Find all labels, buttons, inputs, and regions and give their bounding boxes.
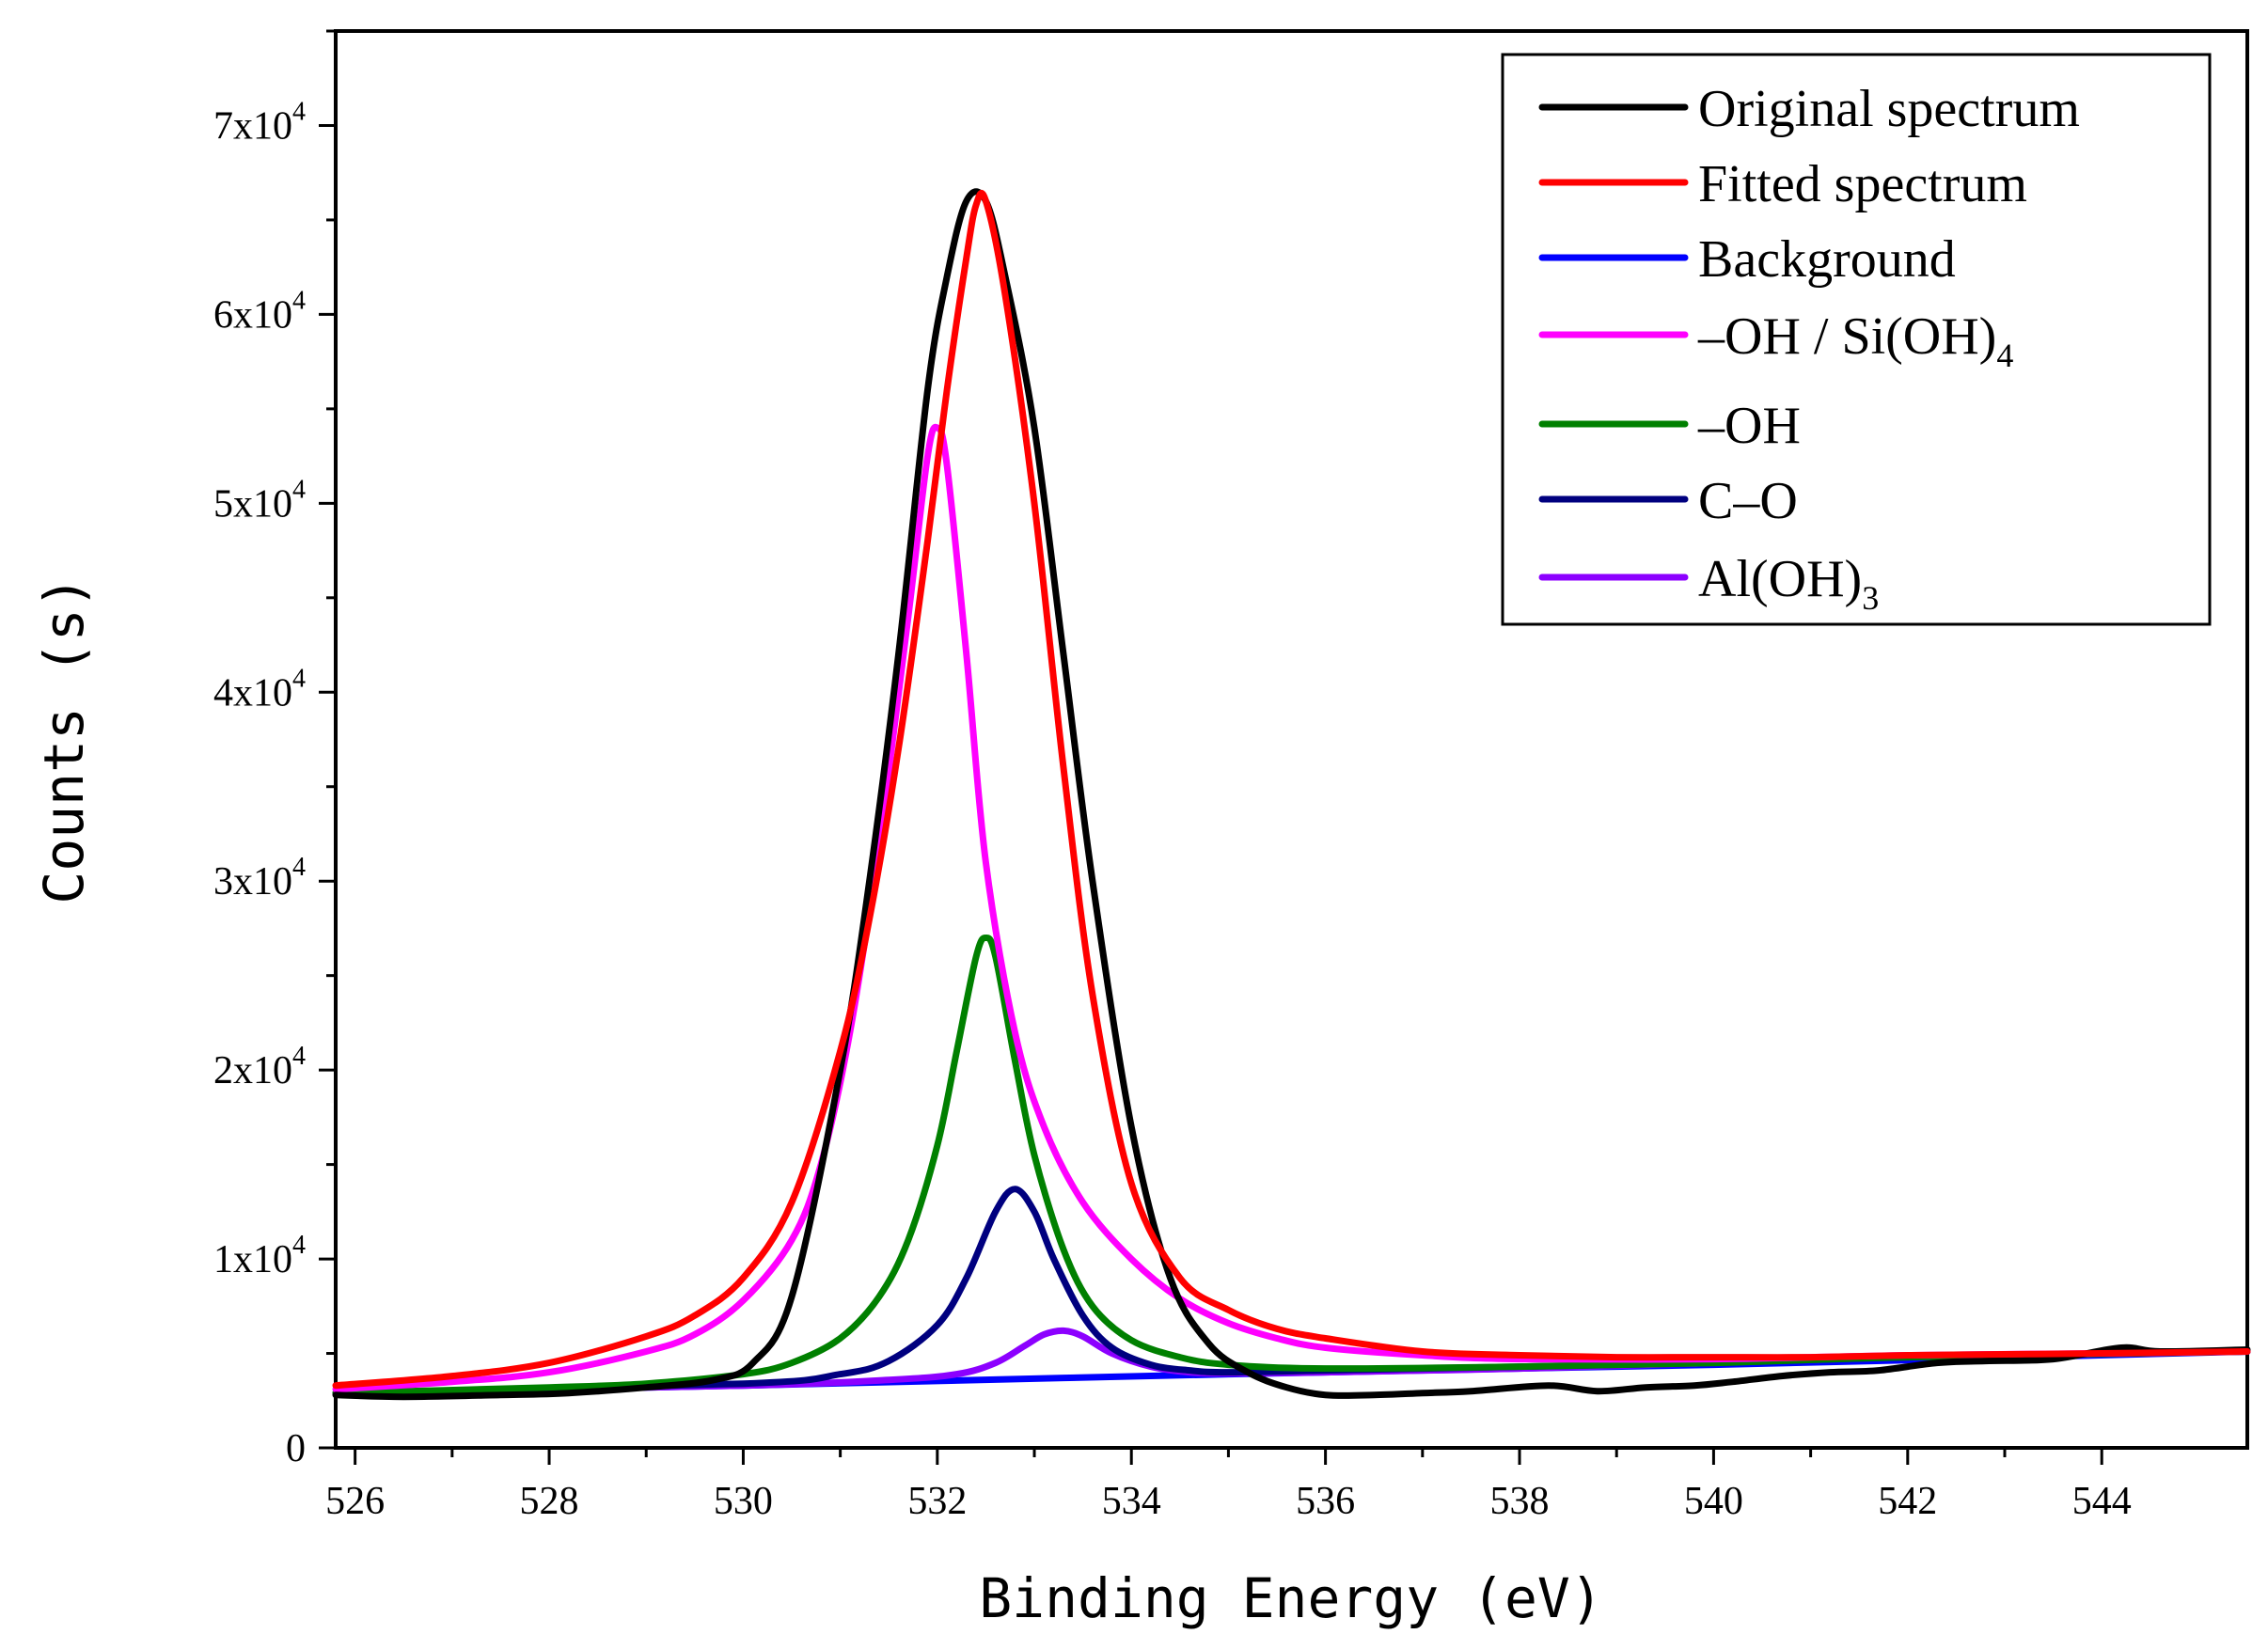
legend: Original spectrum Fitted spectrum Backgrou… [1501, 53, 2212, 626]
x-axis-title: Binding Energy (eV) [979, 1566, 1602, 1630]
y-axis-ticks: 0 1x104 2x104 3x104 4x104 5x104 6x104 7x104 [213, 29, 336, 1470]
y-tick-label: 3x104 [213, 853, 306, 904]
legend-label-al-oh-3: Al(OH)3 [1698, 550, 1879, 617]
legend-label-oh: –OH [1697, 397, 1801, 455]
x-tick-label: 538 [1490, 1480, 1550, 1523]
plot-frame [334, 29, 2249, 1450]
legend-label-fitted-spectrum: Fitted spectrum [1698, 155, 2027, 213]
x-tick-label: 532 [907, 1480, 967, 1523]
x-tick-label: 528 [520, 1480, 579, 1523]
series-curves [332, 188, 2251, 1401]
legend-label-background: Background [1698, 230, 1956, 289]
y-tick-label: 4x104 [213, 664, 306, 715]
y-tick-label: 0 [286, 1427, 306, 1470]
legend-label-original-spectrum: Original spectrum [1698, 80, 2080, 138]
series-line-fitted-spectrum [332, 189, 2251, 1390]
y-tick-label: 2x104 [213, 1042, 306, 1092]
y-tick-label: 7x104 [213, 97, 306, 148]
x-tick-label: 530 [714, 1480, 773, 1523]
legend-label-c-o: C–O [1698, 472, 1798, 530]
x-tick-label: 542 [1878, 1480, 1937, 1523]
x-tick-label: 534 [1102, 1480, 1161, 1523]
series-line-original-spectrum [332, 188, 2251, 1401]
series-line-oh-si-oh-4 [332, 423, 2251, 1393]
x-axis-ticks: 526 528 530 532 534 536 538 540 542 544 [325, 1448, 2132, 1523]
legend-box [1501, 53, 2212, 626]
x-tick-label: 544 [2072, 1480, 2132, 1523]
x-tick-label: 536 [1296, 1480, 1355, 1523]
x-tick-label: 540 [1684, 1480, 1743, 1523]
legend-label-oh-si-oh-4: –OH / Si(OH)4 [1697, 307, 2013, 374]
x-tick-label: 526 [325, 1480, 385, 1523]
y-axis-title: Counts (s) [32, 575, 96, 904]
y-tick-label: 6x104 [213, 286, 306, 337]
y-tick-label: 1x104 [213, 1231, 306, 1281]
series-line-oh [332, 934, 2251, 1397]
y-tick-label: 5x104 [213, 475, 306, 526]
